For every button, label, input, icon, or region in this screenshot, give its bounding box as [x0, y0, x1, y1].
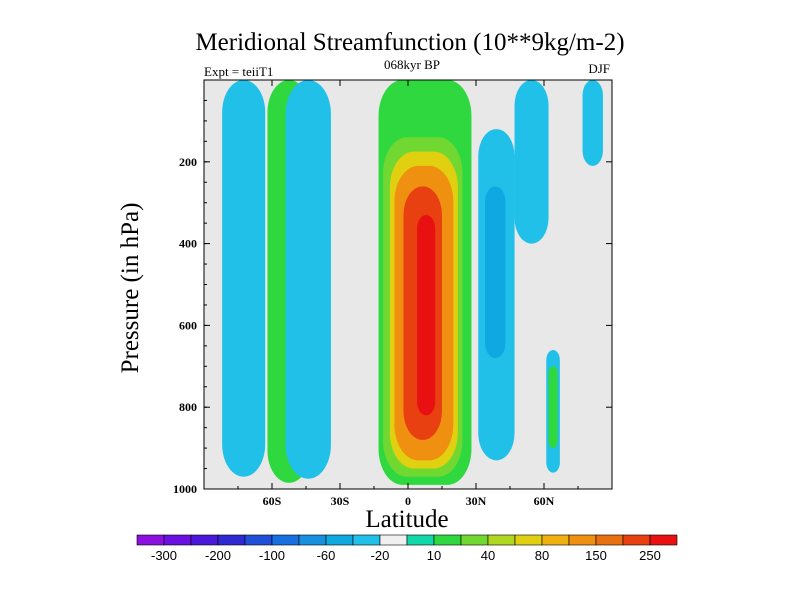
colorbar-label-1: -200 [205, 548, 231, 563]
contour-band-14 [582, 80, 603, 166]
colorbar-label-4: -20 [371, 548, 390, 563]
colorbar-swatch-13 [487, 534, 516, 546]
y-tick-label-4: 1000 [173, 482, 197, 496]
colorbar-swatch-5 [271, 534, 300, 546]
colorbar-swatch-19 [649, 534, 678, 546]
colorbar-swatch-10 [406, 534, 435, 546]
chart-title: Meridional Streamfunction (10**9kg/m-2) [195, 29, 624, 56]
colorbar-label-8: 150 [585, 548, 607, 563]
colorbar-swatch-18 [622, 534, 651, 546]
y-axis: 200 400 600 800 1000 [173, 79, 612, 496]
colorbar-label-6: 40 [481, 548, 495, 563]
subtitle-left: Expt = teiiT1 [204, 64, 273, 79]
colorbar-swatch-15 [541, 534, 570, 546]
contour-band-13 [548, 366, 558, 449]
subtitle-center: 068kyr BP [384, 57, 440, 72]
contour-band-2 [285, 80, 331, 479]
x-tick-label-3: 30N [466, 494, 487, 508]
colorbar-swatch-11 [433, 534, 462, 546]
colorbar-label-3: -60 [317, 548, 336, 563]
y-tick-label-1: 400 [179, 237, 197, 251]
colorbar-swatch-2 [190, 534, 219, 546]
colorbar-swatch-3 [217, 534, 246, 546]
x-tick-label-4: 60N [534, 494, 555, 508]
colorbar-swatch-17 [595, 534, 624, 546]
contour-band-10 [485, 186, 506, 359]
x-axis: 60S 30S 0 30N 60N [203, 80, 613, 508]
colorbar-label-5: 10 [427, 548, 441, 563]
colorbar-swatch-7 [325, 534, 354, 546]
colorbar-swatch-8 [352, 534, 381, 546]
x-tick-label-2: 0 [405, 494, 411, 508]
subtitle-right: DJF [588, 61, 610, 76]
colorbar: -300 -200 -100 -60 -20 10 40 80 150 250 [136, 534, 678, 563]
colorbar-swatch-1 [163, 534, 192, 546]
colorbar-swatch-6 [298, 534, 327, 546]
x-tick-label-0: 60S [263, 494, 282, 508]
colorbar-label-2: -100 [259, 548, 285, 563]
colorbar-swatch-12 [460, 534, 489, 546]
contour-band-8 [417, 214, 436, 416]
colorbar-swatch-9 [379, 534, 408, 546]
y-tick-label-2: 600 [179, 318, 197, 332]
y-tick-label-3: 800 [179, 400, 197, 414]
y-tick-label-0: 200 [179, 155, 197, 169]
colorbar-label-7: 80 [535, 548, 549, 563]
x-tick-label-1: 30S [331, 494, 350, 508]
colorbar-swatch-4 [244, 534, 273, 546]
colorbar-swatch-14 [514, 534, 543, 546]
contour-band-11 [514, 80, 549, 244]
contour-band-0 [222, 80, 266, 477]
x-axis-label: Latitude [365, 506, 448, 533]
colorbar-label-0: -300 [151, 548, 177, 563]
colorbar-swatch-0 [136, 534, 165, 546]
colorbar-label-9: 250 [639, 548, 661, 563]
plot-area [203, 79, 613, 490]
y-axis-label: Pressure (in hPa) [117, 203, 144, 374]
colorbar-swatch-16 [568, 534, 597, 546]
